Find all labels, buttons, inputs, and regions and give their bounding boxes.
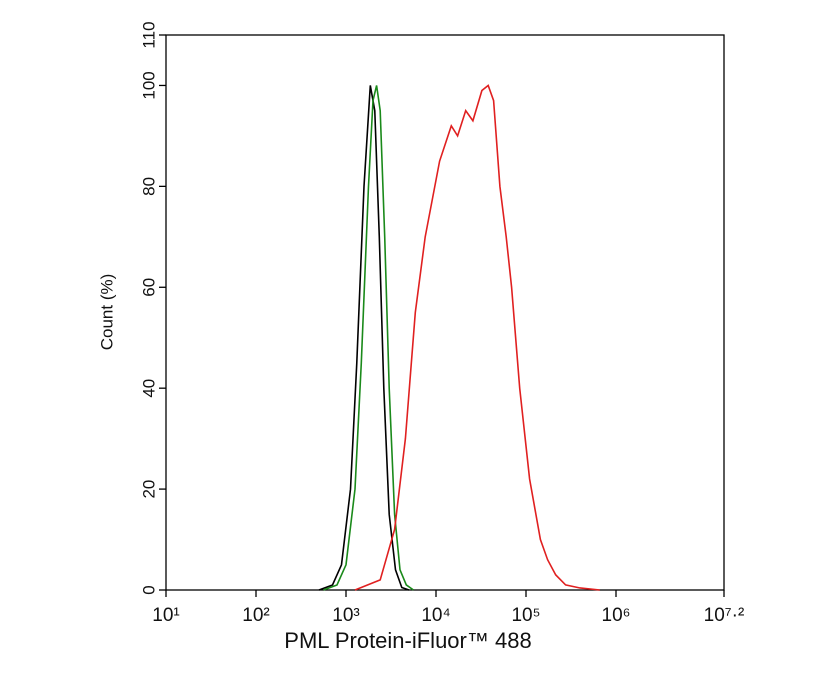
x-tick-label: 10³ [332, 605, 359, 626]
x-tick-label: 10² [242, 605, 269, 626]
series-line [354, 84, 600, 591]
x-tick-label: 10⁴ [421, 605, 450, 626]
y-tick-label: 40 [139, 379, 158, 398]
y-tick-label: 110 [139, 21, 158, 48]
series-line [318, 85, 410, 591]
y-tick-label: 80 [139, 177, 158, 196]
x-tick-label: 10⁷·² [704, 605, 745, 626]
y-tick-label: 60 [139, 278, 158, 297]
y-axis-label: Count (%) [97, 274, 116, 351]
y-tick-label: 0 [139, 585, 158, 594]
x-tick-label: 10⁶ [602, 605, 631, 626]
series-line [323, 85, 414, 591]
x-tick-label: 10⁵ [511, 605, 540, 626]
x-tick-label: 10¹ [152, 605, 179, 626]
y-tick-label: 20 [139, 480, 158, 499]
plot-frame [165, 34, 725, 591]
x-axis-label: PML Protein-iFluor™ 488 [284, 628, 531, 653]
y-tick-label: 100 [139, 71, 158, 99]
